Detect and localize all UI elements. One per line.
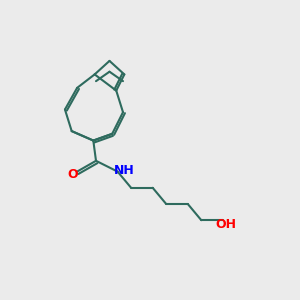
Text: NH: NH	[114, 164, 135, 177]
Text: OH: OH	[215, 218, 236, 231]
Text: O: O	[68, 168, 78, 181]
